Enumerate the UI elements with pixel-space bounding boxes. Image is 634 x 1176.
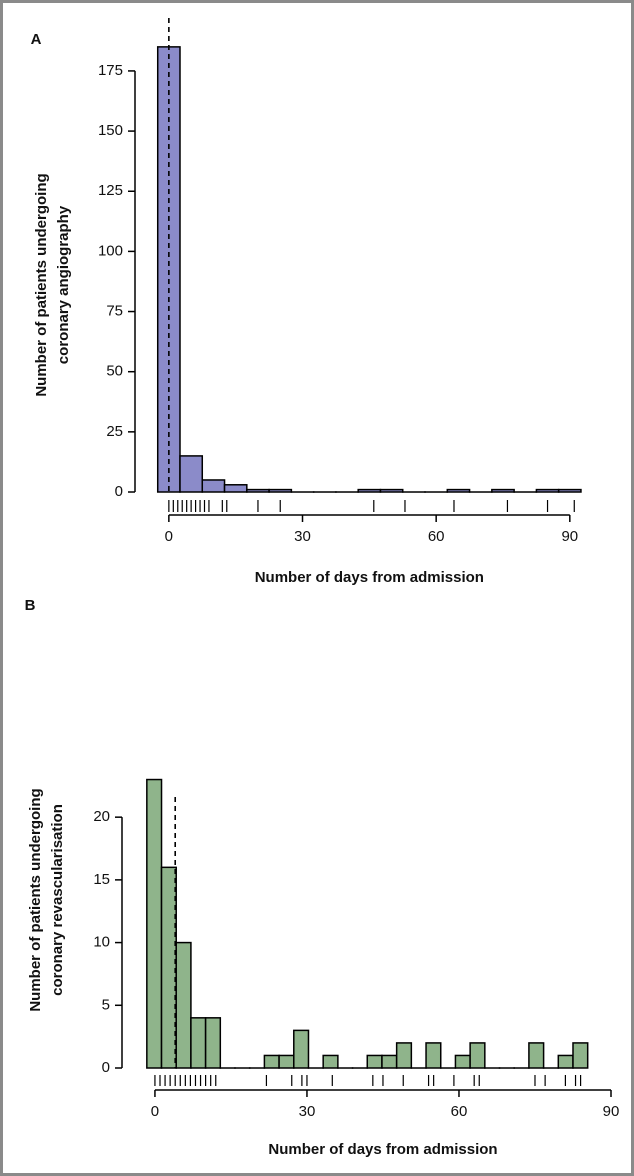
y-axis-label: coronary angiography <box>55 205 72 364</box>
bar <box>557 488 582 493</box>
bar <box>278 1054 295 1069</box>
bar <box>395 1042 413 1069</box>
bar <box>381 1054 398 1069</box>
bar <box>491 488 515 493</box>
bar <box>146 778 163 1069</box>
x-tick-label: 30 <box>294 528 311 545</box>
y-tick-label: 50 <box>106 363 123 380</box>
y-tick-label: 150 <box>98 122 123 139</box>
panel-label: B <box>25 597 36 614</box>
panel-label: A <box>31 31 42 48</box>
bar <box>293 1029 310 1069</box>
y-tick-label: 15 <box>93 871 110 888</box>
y-tick-label: 5 <box>102 996 110 1013</box>
x-tick-label: 30 <box>299 1103 316 1120</box>
y-axis-label: coronary revascularisation <box>49 804 66 996</box>
bar <box>454 1054 471 1069</box>
x-tick-label: 60 <box>428 528 445 545</box>
y-tick-label: 0 <box>115 483 123 500</box>
bar <box>425 1042 442 1069</box>
bar <box>446 488 471 493</box>
bar <box>535 488 560 493</box>
bar <box>379 488 404 493</box>
bar <box>528 1042 545 1069</box>
y-axis-label: Number of patients undergoing <box>27 788 44 1011</box>
y-tick-label: 125 <box>98 182 123 199</box>
bar <box>190 1017 207 1069</box>
bar <box>246 488 270 493</box>
y-tick-label: 75 <box>106 303 123 320</box>
y-axis-label: Number of patients undergoing <box>33 173 50 396</box>
x-axis-label: Number of days from admission <box>255 569 484 586</box>
y-tick-label: 10 <box>93 934 110 951</box>
bar <box>322 1054 339 1069</box>
x-axis-label: Number of days from admission <box>268 1141 497 1158</box>
y-tick-label: 20 <box>93 808 110 825</box>
x-tick-label: 0 <box>151 1103 159 1120</box>
x-tick-label: 0 <box>165 528 173 545</box>
bar <box>469 1042 486 1069</box>
bar <box>204 1017 222 1069</box>
bar <box>223 484 248 493</box>
bar <box>557 1054 574 1069</box>
y-tick-label: 0 <box>102 1059 110 1076</box>
y-tick-label: 25 <box>106 423 123 440</box>
x-tick-label: 90 <box>561 528 578 545</box>
bar <box>268 488 293 493</box>
bar <box>175 941 192 1069</box>
y-tick-label: 175 <box>98 62 123 79</box>
bar <box>366 1054 383 1069</box>
bar <box>179 455 204 493</box>
bar <box>357 488 382 493</box>
x-tick-label: 60 <box>451 1103 468 1120</box>
bar <box>263 1054 280 1069</box>
bar <box>572 1042 589 1069</box>
y-tick-label: 100 <box>98 242 123 259</box>
x-tick-label: 90 <box>603 1103 620 1120</box>
bar <box>201 479 226 493</box>
bar <box>160 866 177 1069</box>
